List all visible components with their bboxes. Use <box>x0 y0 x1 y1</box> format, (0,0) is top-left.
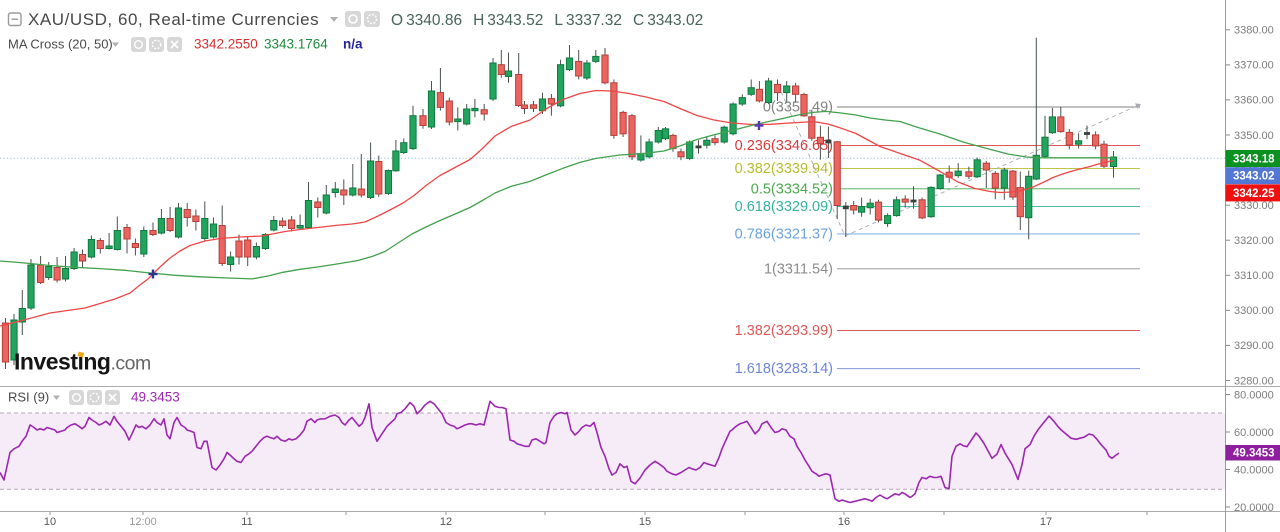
svg-text:Investıng.com: Investıng.com <box>14 349 151 375</box>
svg-text:RSI (9): RSI (9) <box>8 390 49 405</box>
svg-text:n/a: n/a <box>343 37 363 52</box>
svg-text:49.3453: 49.3453 <box>1233 448 1275 460</box>
svg-text:0.5(3334.52): 0.5(3334.52) <box>751 181 833 197</box>
svg-text:3310.00: 3310.00 <box>1234 270 1274 282</box>
svg-text:3360.00: 3360.00 <box>1234 95 1274 107</box>
svg-text:3343.1764: 3343.1764 <box>264 37 328 52</box>
svg-text:3343.18: 3343.18 <box>1233 154 1275 166</box>
svg-text:17: 17 <box>1040 516 1052 528</box>
svg-text:49.3453: 49.3453 <box>131 390 180 405</box>
svg-text:3370.00: 3370.00 <box>1234 60 1274 72</box>
svg-text:3280.00: 3280.00 <box>1234 375 1274 387</box>
svg-text:3350.00: 3350.00 <box>1234 130 1274 142</box>
svg-text:0.618(3329.09): 0.618(3329.09) <box>735 199 833 215</box>
svg-text:1(3311.54): 1(3311.54) <box>764 261 833 277</box>
svg-text:XAU/USD, 60, Real-time Currenc: XAU/USD, 60, Real-time Currencies <box>28 10 319 29</box>
svg-text:60.0000: 60.0000 <box>1234 427 1274 439</box>
svg-text:40.0000: 40.0000 <box>1234 464 1274 476</box>
svg-text:3300.00: 3300.00 <box>1234 305 1274 317</box>
svg-text:1.618(3283.14): 1.618(3283.14) <box>735 361 833 377</box>
svg-text:12:00: 12:00 <box>129 516 157 528</box>
svg-text:16: 16 <box>838 516 850 528</box>
svg-text:12: 12 <box>440 516 452 528</box>
svg-text:0.236(3346.65): 0.236(3346.65) <box>735 138 833 154</box>
svg-text:20.0000: 20.0000 <box>1234 502 1274 514</box>
svg-text:1.382(3293.99): 1.382(3293.99) <box>735 323 833 339</box>
svg-text:0.786(3321.37): 0.786(3321.37) <box>735 226 833 242</box>
svg-text:3343.02: 3343.02 <box>1233 171 1275 183</box>
svg-text:80.0000: 80.0000 <box>1234 389 1274 401</box>
svg-text:10: 10 <box>44 516 56 528</box>
svg-text:3290.00: 3290.00 <box>1234 340 1274 352</box>
svg-text:15: 15 <box>639 516 651 528</box>
svg-text:3320.00: 3320.00 <box>1234 235 1274 247</box>
svg-text:MA Cross (20, 50): MA Cross (20, 50) <box>8 37 113 52</box>
svg-text:0(3355.49): 0(3355.49) <box>763 100 833 116</box>
svg-text:11: 11 <box>241 516 252 528</box>
svg-text:0.382(3339.94): 0.382(3339.94) <box>735 161 833 177</box>
svg-text:3342.2550: 3342.2550 <box>194 37 258 52</box>
svg-text:3330.00: 3330.00 <box>1234 200 1274 212</box>
svg-text:3380.00: 3380.00 <box>1234 25 1274 37</box>
svg-text:3342.25: 3342.25 <box>1233 188 1275 200</box>
